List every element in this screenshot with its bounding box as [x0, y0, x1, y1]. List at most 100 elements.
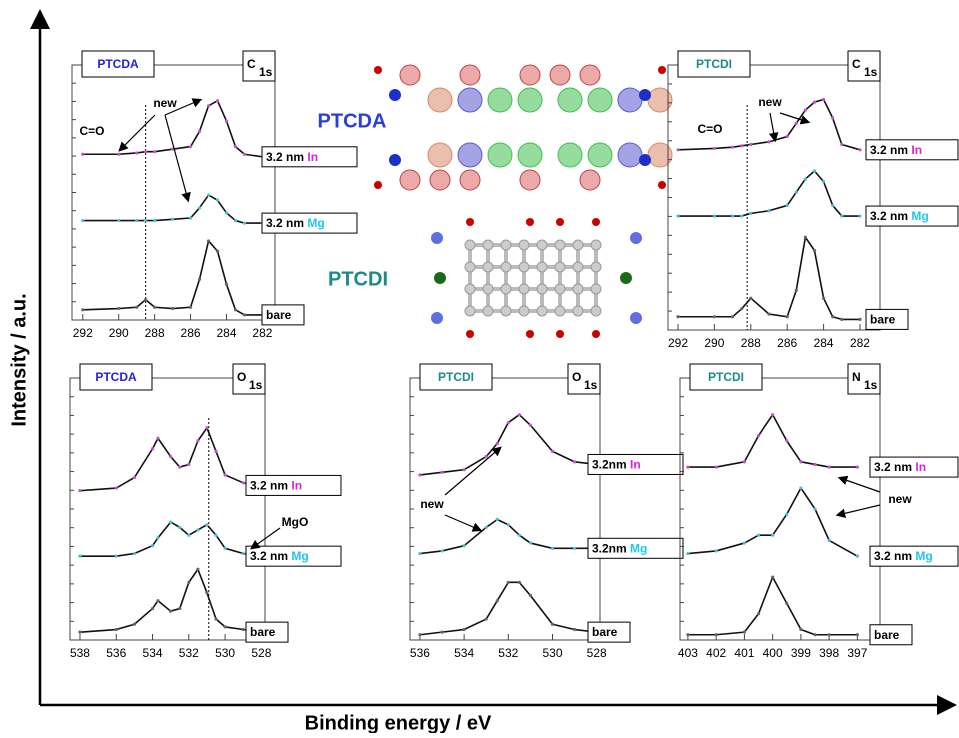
atom [618, 143, 642, 167]
data-point [463, 628, 466, 631]
atom [555, 262, 565, 272]
atom [520, 65, 540, 85]
data-point [234, 308, 237, 311]
data-point [749, 212, 752, 215]
trace-label: bare [266, 308, 292, 322]
trace-label: bare [870, 313, 896, 327]
data-point [214, 534, 217, 537]
data-point [795, 191, 798, 194]
panel-frame [70, 378, 265, 640]
data-point [207, 239, 210, 242]
atom [588, 143, 612, 167]
x-tick-label: 401 [734, 646, 754, 660]
data-point [858, 148, 861, 151]
atom [573, 306, 583, 316]
atom [465, 284, 475, 294]
atom [483, 240, 493, 250]
atom [460, 170, 480, 190]
data-point [214, 617, 217, 620]
data-point [117, 153, 120, 156]
data-point [715, 465, 718, 468]
atom [488, 143, 512, 167]
spectrum-line [80, 428, 261, 491]
atom [558, 143, 582, 167]
trace-label-thickness: bare [874, 628, 900, 642]
atom [465, 262, 475, 272]
atom [630, 232, 642, 244]
data-point [799, 628, 802, 631]
atom [519, 284, 529, 294]
atom [488, 88, 512, 112]
annotation: new [153, 96, 177, 110]
atom [460, 65, 480, 85]
element-label: N [852, 370, 861, 384]
data-point [767, 140, 770, 143]
data-point [216, 250, 219, 253]
data-point [785, 439, 788, 442]
atom [483, 306, 493, 316]
data-point [743, 631, 746, 634]
x-tick-label: 402 [706, 646, 726, 660]
x-tick-label: 284 [814, 336, 834, 350]
atom [465, 240, 475, 250]
data-point [858, 214, 861, 217]
trace-label: 3.2nm Mg [592, 541, 647, 555]
atom [556, 330, 564, 338]
x-tick-label: 282 [850, 336, 870, 350]
atom [580, 65, 600, 85]
data-point [196, 439, 199, 442]
data-point [740, 144, 743, 147]
data-point [804, 236, 807, 239]
molecule-label: PTCDA [318, 110, 387, 132]
spectrum-line [80, 569, 261, 632]
compound-label: PTCDI [696, 57, 732, 71]
element-label: C [247, 57, 256, 71]
atom [592, 330, 600, 338]
data-point [551, 623, 554, 626]
atom [519, 306, 529, 316]
annotation-arrow [840, 478, 880, 492]
x-tick-label: 538 [70, 646, 90, 660]
data-point [207, 193, 210, 196]
data-point [135, 306, 138, 309]
data-point [196, 528, 199, 531]
data-point [463, 544, 466, 547]
data-point [804, 177, 807, 180]
atom [400, 170, 420, 190]
atom [431, 312, 443, 324]
x-tick-label: 399 [791, 646, 811, 660]
x-tick-label: 288 [145, 326, 165, 340]
data-point [496, 442, 499, 445]
data-point [144, 150, 147, 153]
data-point [440, 549, 443, 552]
trace-label-metal: In [911, 143, 922, 157]
x-tick-label: 532 [498, 646, 518, 660]
data-point [485, 455, 488, 458]
atom [558, 88, 582, 112]
data-point [156, 437, 159, 440]
data-point [496, 518, 499, 521]
data-point [529, 424, 532, 427]
data-point [749, 143, 752, 146]
annotation-arrow [445, 515, 480, 530]
trace-label-thickness: 3.2 nm [250, 549, 288, 563]
x-tick-label: 536 [410, 646, 430, 660]
data-point [198, 206, 201, 209]
data-point [418, 552, 421, 555]
atom [555, 306, 565, 316]
atom [639, 89, 651, 101]
data-point [757, 612, 760, 615]
atom [374, 66, 382, 74]
data-point [178, 607, 181, 610]
data-point [133, 476, 136, 479]
data-point [115, 628, 118, 631]
atom [550, 65, 570, 85]
atom [555, 284, 565, 294]
data-point [767, 209, 770, 212]
data-point [676, 315, 679, 318]
atom [428, 88, 452, 112]
x-tick-label: 532 [179, 646, 199, 660]
data-point [731, 315, 734, 318]
compound-label: PTCDA [95, 370, 137, 384]
data-point [207, 104, 210, 107]
